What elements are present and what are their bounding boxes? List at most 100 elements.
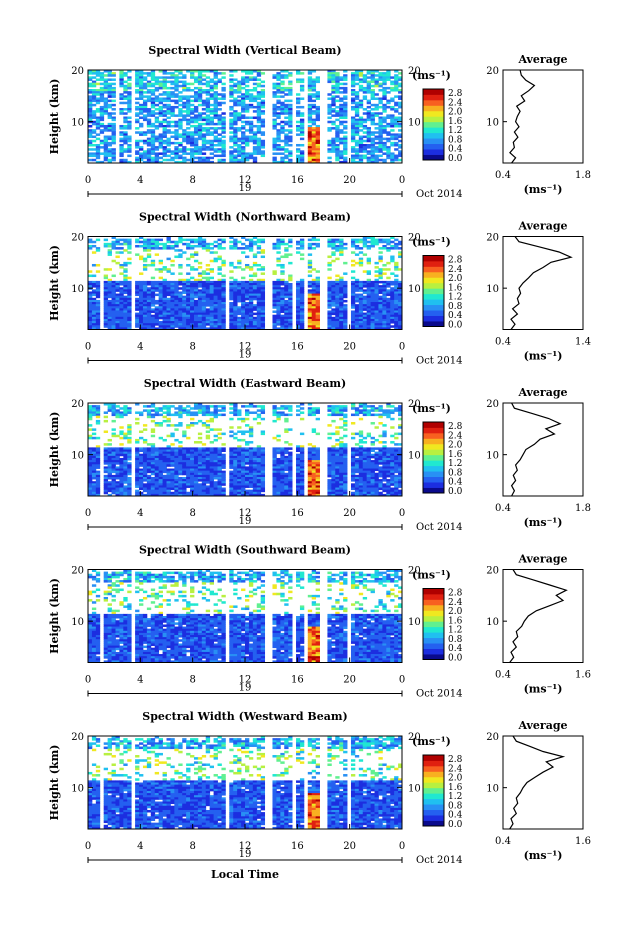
heatmap-cell (170, 283, 175, 286)
heatmap-cell (142, 78, 148, 81)
heatmap-cell (217, 272, 222, 275)
heatmap-cell (307, 158, 313, 162)
heatmap-cell (311, 287, 317, 290)
heatmap-cell (366, 280, 371, 284)
heatmap-cell (370, 285, 375, 288)
heatmap-cell (390, 240, 395, 244)
heatmap-cell (150, 434, 156, 438)
heatmap-cell (335, 297, 340, 301)
heatmap-cell (127, 457, 132, 461)
heatmap-cell (190, 124, 195, 128)
heatmap-cell (209, 247, 214, 250)
heatmap-cell (343, 289, 348, 292)
heatmap-cell (233, 70, 238, 73)
heatmap-cell (378, 118, 383, 122)
heatmap-cell (366, 247, 371, 250)
heatmap-cell (374, 112, 379, 115)
heatmap-cell (343, 139, 348, 143)
heatmap-cell (209, 156, 214, 160)
heatmap-cell (370, 148, 375, 151)
heatmap-cell (217, 312, 222, 316)
y-tick-label-right: 10 (408, 118, 421, 129)
heatmap-cell (111, 481, 116, 484)
heatmap-cell (390, 310, 395, 313)
heatmap-cell (354, 310, 360, 313)
heatmap-cell (99, 95, 105, 98)
heatmap-cell (170, 287, 175, 290)
heatmap-cell (91, 411, 97, 414)
heatmap-cell (374, 312, 379, 316)
heatmap-cell (233, 247, 238, 250)
heatmap-cell (386, 70, 391, 73)
heatmap-cell (252, 293, 258, 297)
heatmap-cell (186, 306, 191, 309)
heatmap-cell (146, 108, 152, 111)
heatmap-cell (190, 485, 195, 488)
heatmap-cell (209, 287, 214, 290)
heatmap-cell (158, 270, 163, 273)
heatmap-cell (260, 72, 266, 75)
heatmap-cell (107, 449, 112, 453)
heatmap-cell (276, 318, 281, 322)
heatmap-cell (221, 158, 226, 162)
heatmap-cell (123, 453, 128, 457)
heatmap-cell (166, 280, 171, 284)
heatmap-cell (150, 297, 156, 301)
heatmap-cell (288, 158, 293, 162)
heatmap-cell (366, 285, 371, 288)
heatmap-cell (331, 78, 336, 81)
heatmap-cell (272, 310, 277, 313)
heatmap-cell (307, 108, 313, 111)
heatmap-cell (366, 160, 371, 164)
heatmap-cell (237, 295, 242, 299)
average-x-tick-label: 1.8 (575, 170, 591, 181)
heatmap-cell (374, 266, 379, 269)
heatmap-cell (311, 283, 317, 286)
heatmap-cell (174, 424, 179, 427)
heatmap-cell (182, 110, 187, 113)
heatmap-cell (170, 280, 175, 284)
heatmap-cell (107, 451, 112, 455)
heatmap-cell (382, 148, 387, 151)
heatmap-cell (378, 297, 383, 301)
heatmap-cell (354, 118, 360, 122)
heatmap-cell (135, 472, 140, 476)
heatmap-cell (252, 137, 258, 141)
heatmap-cell (343, 86, 348, 90)
heatmap-cell (350, 240, 356, 244)
heatmap-cell (350, 139, 356, 143)
heatmap-cell (307, 238, 313, 242)
heatmap-cell (111, 236, 116, 240)
heatmap-cell (139, 293, 144, 297)
heatmap-cell (158, 489, 163, 493)
heatmap-cell (205, 278, 211, 282)
heatmap-cell (358, 116, 364, 120)
heatmap-cell (276, 122, 281, 126)
heatmap-cell (327, 238, 332, 242)
heatmap-cell (111, 135, 116, 139)
x-tick-label: 16 (291, 342, 304, 353)
heatmap-cell (335, 112, 340, 115)
heatmap-cell (248, 268, 254, 271)
heatmap-cell (178, 112, 183, 115)
heatmap-cell (358, 257, 364, 261)
heatmap-cell (174, 78, 179, 81)
heatmap-cell (119, 470, 124, 474)
heatmap-cell (358, 310, 364, 313)
heatmap-cell (237, 80, 242, 84)
heatmap-cell (127, 238, 132, 242)
heatmap-cell (213, 295, 218, 299)
heatmap-cell (390, 133, 395, 136)
heatmap-cell (182, 105, 187, 109)
heatmap-cell (221, 302, 226, 305)
heatmap-cell (296, 310, 301, 313)
heatmap-cell (272, 316, 277, 320)
heatmap-cell (354, 108, 360, 111)
heatmap-cell (378, 76, 383, 79)
heatmap-cell (213, 101, 218, 105)
heatmap-cell (394, 101, 399, 105)
heatmap-cell (366, 82, 371, 86)
heatmap-cell (217, 103, 222, 107)
heatmap-cell (150, 483, 156, 486)
heatmap-cell (166, 318, 171, 322)
